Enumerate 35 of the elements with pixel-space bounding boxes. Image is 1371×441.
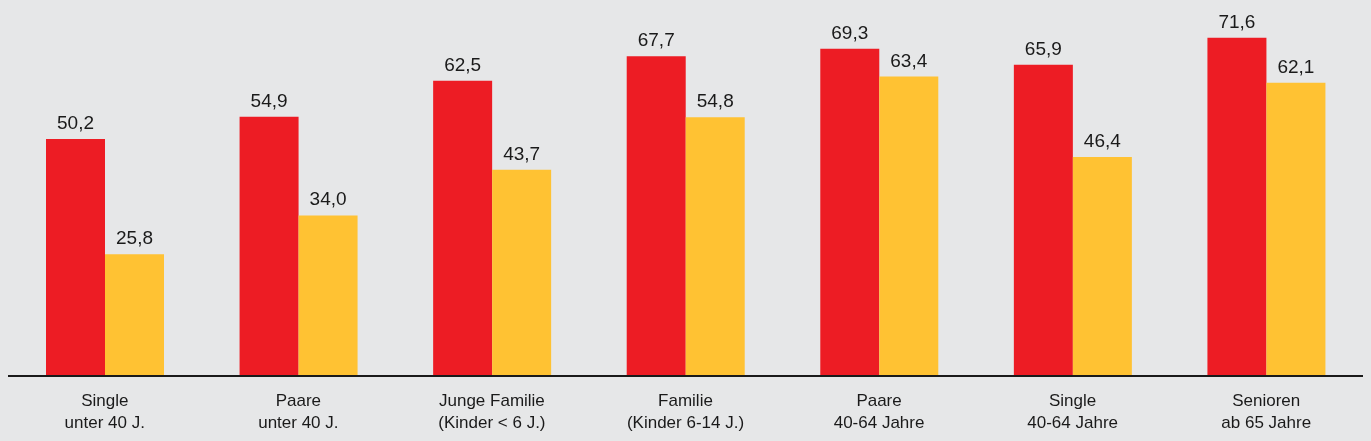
bar bbox=[1266, 82, 1326, 376]
data-label: 25,8 bbox=[116, 227, 153, 249]
bar bbox=[1207, 37, 1267, 376]
bar bbox=[433, 80, 493, 376]
x-tick-label: Single unter 40 J. bbox=[64, 391, 145, 432]
x-tick-label: Junge Familie (Kinder < 6 J.) bbox=[438, 391, 546, 432]
bar bbox=[105, 254, 164, 376]
data-label: 34,0 bbox=[309, 188, 347, 210]
data-label: 46,4 bbox=[1083, 129, 1122, 151]
bar bbox=[46, 138, 105, 376]
data-label: 65,9 bbox=[1024, 37, 1062, 59]
data-label: 71,6 bbox=[1218, 10, 1256, 32]
x-tick-label: Paare 40-64 Jahre bbox=[833, 391, 925, 432]
x-tick-label: Familie (Kinder 6-14 J.) bbox=[626, 391, 745, 432]
bar bbox=[626, 56, 686, 376]
data-label: 54,8 bbox=[696, 90, 734, 112]
bar bbox=[492, 169, 552, 376]
x-tick-label: Senioren ab 65 Jahre bbox=[1221, 391, 1312, 432]
bar bbox=[820, 48, 880, 376]
data-label: 63,4 bbox=[890, 49, 928, 71]
bar bbox=[685, 117, 745, 376]
data-label: 43,7 bbox=[503, 142, 541, 164]
bar bbox=[298, 215, 358, 376]
data-label: 69,3 bbox=[831, 21, 869, 43]
data-label: 67,7 bbox=[637, 29, 675, 51]
x-tick-label: Paare unter 40 J. bbox=[258, 391, 339, 432]
bar bbox=[879, 76, 939, 376]
bar bbox=[239, 116, 299, 376]
data-label: 50,2 bbox=[57, 111, 94, 133]
x-tick-label: Single 40-64 Jahre bbox=[1027, 391, 1119, 432]
bar bbox=[1072, 156, 1132, 376]
bar bbox=[1013, 64, 1073, 376]
data-label: 62,1 bbox=[1277, 55, 1315, 77]
data-label: 62,5 bbox=[444, 53, 482, 75]
data-label: 54,9 bbox=[250, 89, 288, 111]
